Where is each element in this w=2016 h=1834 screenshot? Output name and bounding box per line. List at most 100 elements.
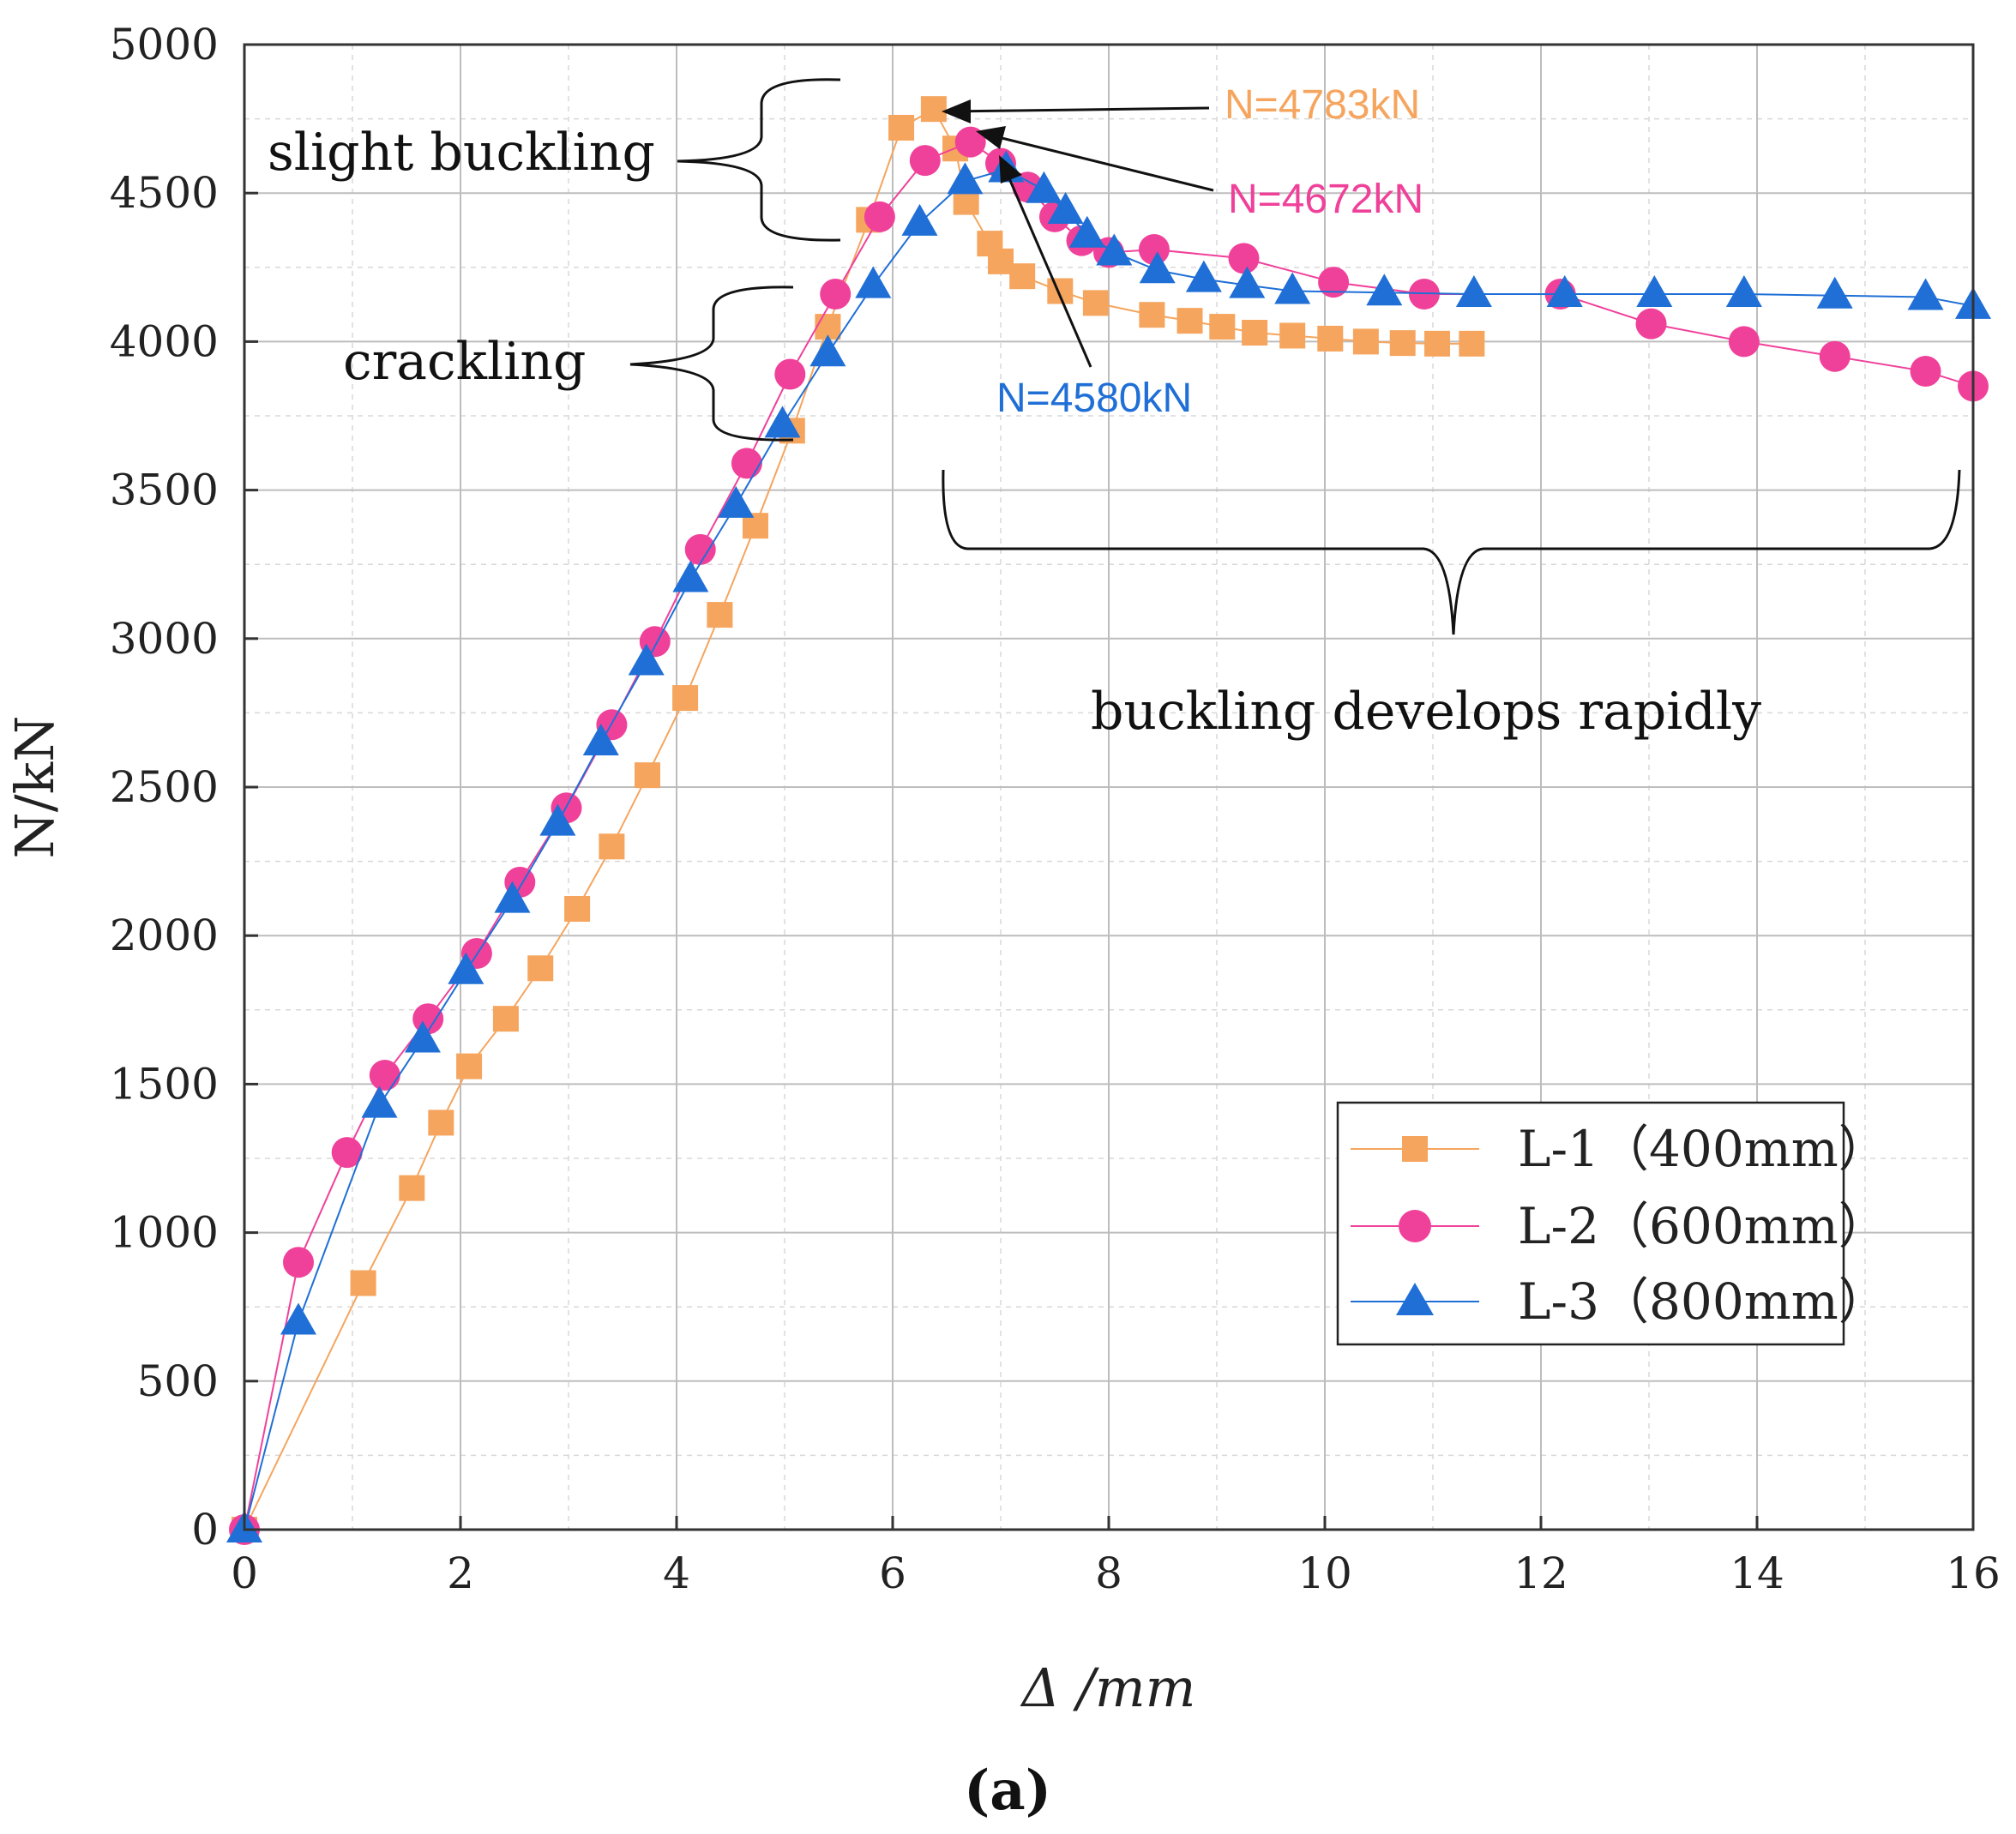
data-point-l2 bbox=[774, 358, 806, 390]
data-point-l2 bbox=[1728, 326, 1760, 358]
data-point-l1 bbox=[1047, 278, 1074, 304]
data-point-l3 bbox=[404, 1020, 441, 1053]
peak-l1-label: N=4783kN bbox=[1225, 82, 1420, 128]
y-tick-label: 0 bbox=[191, 1505, 219, 1554]
data-point-l3 bbox=[1229, 266, 1266, 298]
crackling-brace bbox=[629, 286, 794, 442]
x-tick-label: 4 bbox=[663, 1548, 690, 1598]
data-point-l1 bbox=[1009, 263, 1036, 290]
data-point-l2 bbox=[1819, 340, 1851, 372]
y-tick-label: 4000 bbox=[110, 316, 219, 366]
data-point-l1 bbox=[350, 1270, 376, 1296]
data-point-l2 bbox=[1910, 356, 1941, 388]
legend-marker-l1 bbox=[1402, 1136, 1428, 1162]
x-tick-label: 2 bbox=[447, 1548, 474, 1598]
data-point-l3 bbox=[718, 485, 755, 518]
data-point-l2 bbox=[283, 1247, 314, 1278]
data-point-l2 bbox=[1635, 308, 1667, 340]
data-point-l1 bbox=[1177, 308, 1203, 334]
data-point-l3 bbox=[1907, 278, 1944, 310]
series-l3 bbox=[226, 150, 1991, 1542]
data-point-l3 bbox=[582, 724, 619, 756]
data-point-l2 bbox=[820, 278, 852, 310]
legend: L-1（400mm） L-2（600mm） L-3（800mm） bbox=[1336, 1101, 1888, 1346]
data-point-l2 bbox=[1318, 267, 1350, 298]
data-point-l1 bbox=[1139, 302, 1165, 328]
data-point-l3 bbox=[855, 266, 892, 298]
data-point-l3 bbox=[1274, 272, 1311, 304]
peak-l3-label: N=4580kN bbox=[996, 376, 1192, 421]
data-point-l2 bbox=[1138, 234, 1170, 266]
y-tick-label: 2000 bbox=[110, 911, 219, 960]
y-tick-label: 500 bbox=[137, 1356, 219, 1406]
x-tick-label: 10 bbox=[1297, 1548, 1352, 1598]
data-point-l1 bbox=[1352, 328, 1379, 355]
data-point-l3 bbox=[764, 406, 801, 438]
arrow-heads bbox=[942, 99, 1022, 183]
data-point-l1 bbox=[1209, 314, 1236, 340]
data-point-l3 bbox=[1185, 260, 1222, 292]
data-point-l3 bbox=[672, 560, 709, 592]
data-point-l3 bbox=[1047, 191, 1084, 224]
legend-marker-l3 bbox=[1396, 1283, 1434, 1315]
data-point-l1 bbox=[1424, 330, 1451, 357]
y-tick-label: 3500 bbox=[110, 466, 219, 515]
x-tick-label: 16 bbox=[1946, 1548, 2001, 1598]
data-point-l2 bbox=[731, 448, 762, 479]
data-point-l3 bbox=[1816, 276, 1853, 309]
x-tick-label: 8 bbox=[1095, 1548, 1122, 1598]
y-tick-label: 1500 bbox=[110, 1059, 219, 1109]
slight-buckling-brace bbox=[677, 78, 841, 242]
x-tick-label: 12 bbox=[1514, 1548, 1568, 1598]
data-point-l3 bbox=[361, 1085, 398, 1118]
series-l1 bbox=[232, 96, 1485, 1542]
data-point-l1 bbox=[428, 1109, 454, 1136]
axes: 0 2 4 6 8 10 12 14 16 0 500 1000 1500 2000 2500 3000 350… bbox=[110, 20, 2001, 1598]
data-point-l3 bbox=[1026, 171, 1062, 203]
data-point-l1 bbox=[599, 833, 625, 860]
buckling-rapid-label: buckling develops rapidly bbox=[1091, 682, 1761, 742]
x-tick-label: 0 bbox=[231, 1548, 258, 1598]
data-point-l3 bbox=[280, 1302, 316, 1335]
legend-label-l3: L-3（800mm） bbox=[1518, 1272, 1888, 1331]
arrow-l3-head bbox=[999, 155, 1022, 183]
data-point-l1 bbox=[707, 602, 733, 628]
y-tick-label: 1000 bbox=[110, 1208, 219, 1258]
x-tick-label: 14 bbox=[1730, 1548, 1784, 1598]
data-point-l1 bbox=[888, 114, 915, 141]
data-point-l3 bbox=[1068, 215, 1105, 248]
data-point-l3 bbox=[628, 643, 665, 676]
data-point-l1 bbox=[920, 96, 947, 123]
peak-l2-label: N=4672kN bbox=[1228, 177, 1423, 222]
plot-frame bbox=[243, 43, 1975, 1531]
slight-buckling-label: slight buckling bbox=[268, 123, 655, 183]
data-point-l1 bbox=[1279, 322, 1306, 349]
data-point-l2 bbox=[909, 145, 941, 177]
y-tick-label: 4500 bbox=[110, 168, 219, 218]
arrow-l3-line bbox=[1002, 164, 1092, 368]
arrow-l2-line bbox=[984, 132, 1214, 192]
y-axis-title: N/kN bbox=[3, 716, 66, 859]
data-point-l1 bbox=[1082, 290, 1109, 316]
data-point-l3 bbox=[1546, 274, 1583, 307]
legend-label-l2: L-2（600mm） bbox=[1518, 1197, 1888, 1255]
data-point-l3 bbox=[809, 334, 846, 367]
data-point-l1 bbox=[1317, 325, 1344, 352]
data-point-l3 bbox=[1636, 274, 1673, 307]
y-tick-label: 2500 bbox=[110, 762, 219, 812]
data-point-l3 bbox=[539, 803, 576, 836]
data-point-l3 bbox=[947, 162, 984, 195]
series bbox=[226, 96, 1991, 1545]
data-point-l3 bbox=[1139, 251, 1176, 284]
data-point-l3 bbox=[1455, 274, 1492, 307]
data-point-l2 bbox=[684, 533, 716, 565]
buckling-rapid-brace bbox=[942, 469, 1961, 635]
data-point-l1 bbox=[492, 1006, 519, 1032]
data-point-l3 bbox=[1725, 274, 1762, 307]
data-point-l3 bbox=[901, 203, 938, 236]
data-point-l2 bbox=[864, 201, 895, 232]
data-point-l1 bbox=[564, 896, 591, 923]
data-point-l1 bbox=[1242, 320, 1268, 346]
